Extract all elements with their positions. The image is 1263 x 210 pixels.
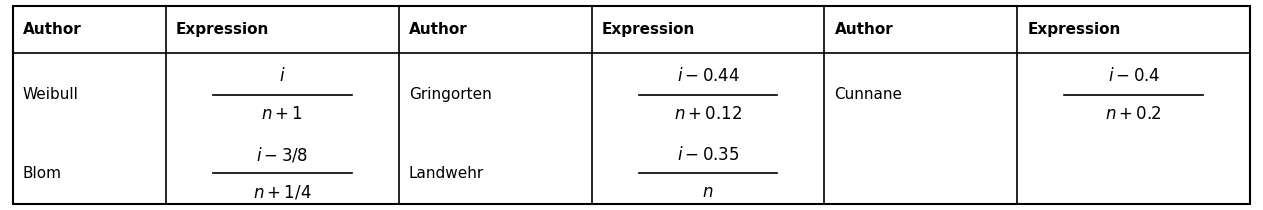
Text: $i-0.4$: $i-0.4$ [1108, 67, 1161, 85]
Text: Cunnane: Cunnane [835, 87, 903, 102]
Text: Blom: Blom [23, 166, 62, 181]
Text: Author: Author [23, 22, 82, 37]
Text: $n$: $n$ [702, 183, 714, 201]
Text: Landwehr: Landwehr [409, 166, 484, 181]
Text: Expression: Expression [601, 22, 695, 37]
Text: Expression: Expression [176, 22, 269, 37]
Text: $i-0.35$: $i-0.35$ [677, 146, 739, 164]
Text: Gringorten: Gringorten [409, 87, 491, 102]
Text: Expression: Expression [1028, 22, 1122, 37]
Text: $i$: $i$ [279, 67, 285, 85]
Text: $i-0.44$: $i-0.44$ [677, 67, 740, 85]
Text: $n+1$: $n+1$ [261, 105, 303, 123]
Text: Author: Author [409, 22, 467, 37]
Text: $n+0.2$: $n+0.2$ [1105, 105, 1162, 123]
Text: $n+1/4$: $n+1/4$ [253, 183, 312, 201]
Text: $i-3/8$: $i-3/8$ [256, 145, 308, 164]
Text: Author: Author [835, 22, 893, 37]
Text: Weibull: Weibull [23, 87, 78, 102]
Text: $n+0.12$: $n+0.12$ [674, 105, 743, 123]
